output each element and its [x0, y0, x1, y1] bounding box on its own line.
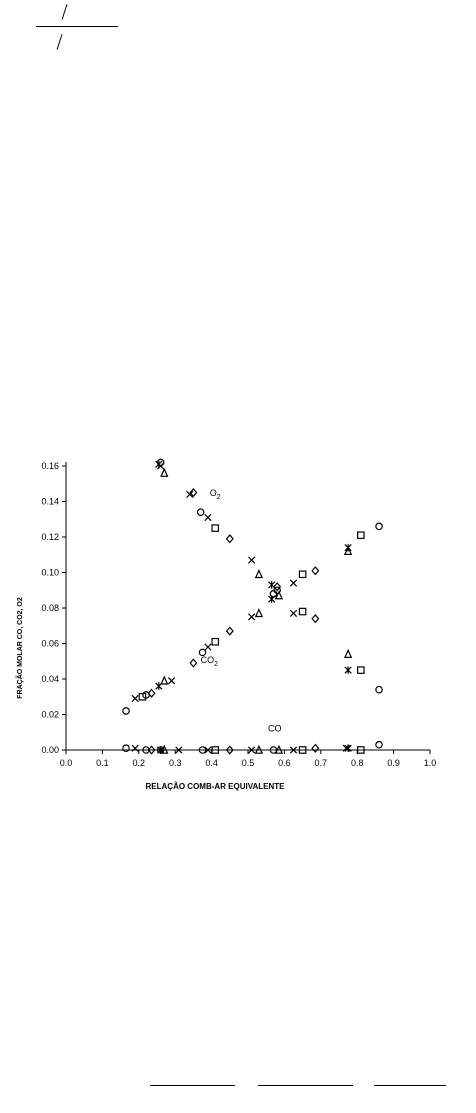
y-tick-label: 0.14 — [41, 497, 59, 507]
data-point-x — [186, 490, 194, 499]
data-point-x — [131, 744, 139, 752]
y-tick-label: 0.16 — [41, 461, 59, 471]
y-tick-label: 0.00 — [41, 745, 59, 755]
data-point-diamond — [189, 488, 198, 498]
bottom-rule — [258, 1085, 353, 1086]
data-point-triangle — [160, 675, 169, 685]
data-point-square — [357, 666, 365, 674]
data-point-x — [167, 677, 176, 685]
x-axis-label: RELAÇÃO COMB-AR EQUIVALENTE — [146, 782, 286, 791]
data-point-square — [357, 531, 365, 540]
data-point-circle — [375, 685, 383, 694]
annotation-label: O2 — [210, 488, 221, 501]
y-tick-label: 0.04 — [41, 674, 59, 684]
data-point-square — [298, 570, 307, 579]
data-point-x — [248, 746, 256, 754]
y-tick-label: 0.08 — [41, 603, 59, 613]
data-point-triangle — [274, 590, 284, 600]
data-point-diamond — [311, 743, 320, 753]
data-point-circle — [375, 740, 383, 749]
data-point-diamond — [189, 658, 198, 668]
scatter-chart: 0.0 0.1 0.2 0.3 0.4 0.5 0.6 0.7 0.8 0.9 1.0 0.00 0.0… — [15, 458, 436, 791]
data-point-square — [211, 746, 220, 754]
axes — [65, 462, 430, 751]
data-point-circle — [198, 648, 207, 657]
data-point-x — [204, 513, 212, 522]
data-point-triangle — [274, 744, 284, 754]
y-tick-label: 0.02 — [41, 710, 59, 720]
x-tick-label: 0.2 — [133, 758, 146, 768]
x-tick-label: 0.1 — [96, 758, 109, 768]
data-point-asterisk — [268, 595, 276, 603]
data-point-x — [204, 643, 212, 651]
data-point-x — [175, 746, 183, 754]
data-marks — [122, 458, 383, 755]
annotation-subscript: 2 — [214, 661, 218, 668]
bottom-rule — [150, 1085, 235, 1086]
x-tick-label: 0.7 — [315, 758, 328, 768]
data-point-x — [204, 746, 212, 754]
annotation-label: CO — [268, 723, 282, 733]
y-tick-label: 0.10 — [41, 568, 59, 578]
data-point-x — [248, 556, 256, 564]
data-point-circle — [142, 746, 150, 754]
data-point-square — [211, 637, 220, 646]
data-point-x — [248, 613, 256, 621]
data-point-diamond — [225, 626, 234, 636]
data-point-circle — [375, 522, 383, 531]
data-point-square — [211, 524, 220, 532]
data-point-x — [289, 579, 298, 587]
data-point-triangle — [343, 545, 353, 556]
y-axis-label: FRAÇÃO MOLAR CO, CO2, O2 — [15, 597, 24, 699]
y-tick-label: 0.12 — [41, 532, 59, 542]
x-tick-label: 0.0 — [60, 758, 73, 768]
data-point-diamond — [311, 566, 320, 576]
data-point-triangle — [160, 744, 169, 754]
top-rule — [36, 26, 118, 27]
data-point-square — [357, 746, 365, 754]
data-point-x — [289, 609, 298, 617]
top-slash-mark — [56, 34, 63, 50]
data-point-triangle — [254, 569, 264, 579]
data-point-circle — [196, 508, 205, 516]
top-slash-mark — [61, 4, 68, 20]
data-point-triangle — [254, 608, 264, 618]
data-point-triangle — [343, 648, 353, 658]
x-tick-label: 0.8 — [351, 758, 364, 768]
annotations: O2 CO2 CO — [201, 488, 282, 733]
data-point-asterisk — [157, 746, 165, 754]
data-point-circle — [122, 744, 130, 753]
data-point-diamond — [273, 582, 282, 592]
data-point-asterisk — [155, 460, 163, 469]
x-tick-label: 0.4 — [205, 758, 218, 768]
data-point-diamond — [225, 745, 234, 755]
x-tick-label: 0.5 — [242, 758, 255, 768]
x-tick-label: 0.9 — [387, 758, 400, 768]
annotation-label: CO2 — [201, 655, 219, 668]
data-point-triangle — [254, 744, 264, 754]
data-point-diamond — [311, 614, 320, 624]
ticks: 0.0 0.1 0.2 0.3 0.4 0.5 0.6 0.7 0.8 0.9 1.0 0.00 0.0… — [41, 461, 436, 768]
x-tick-label: 0.6 — [278, 758, 291, 768]
data-point-diamond — [147, 688, 156, 698]
data-point-square — [298, 607, 307, 616]
y-tick-label: 0.06 — [41, 639, 59, 649]
annotation-subscript: 2 — [217, 494, 221, 501]
data-point-square — [298, 746, 307, 754]
data-point-circle — [122, 707, 130, 715]
labels: RELAÇÃO COMB-AR EQUIVALENTE FRAÇÃO MOLAR… — [15, 597, 285, 791]
data-point-diamond — [147, 745, 156, 755]
data-point-x — [289, 746, 298, 754]
data-point-square — [138, 692, 147, 701]
bottom-rule — [374, 1085, 446, 1086]
data-point-circle — [198, 746, 207, 754]
data-point-diamond — [225, 534, 234, 544]
data-point-asterisk — [344, 744, 352, 753]
data-point-triangle — [160, 467, 169, 477]
data-point-circle — [273, 586, 281, 595]
x-tick-label: 0.3 — [169, 758, 182, 768]
data-point-asterisk — [344, 666, 352, 674]
x-tick-label: 1.0 — [424, 758, 437, 768]
data-point-x — [131, 694, 139, 703]
